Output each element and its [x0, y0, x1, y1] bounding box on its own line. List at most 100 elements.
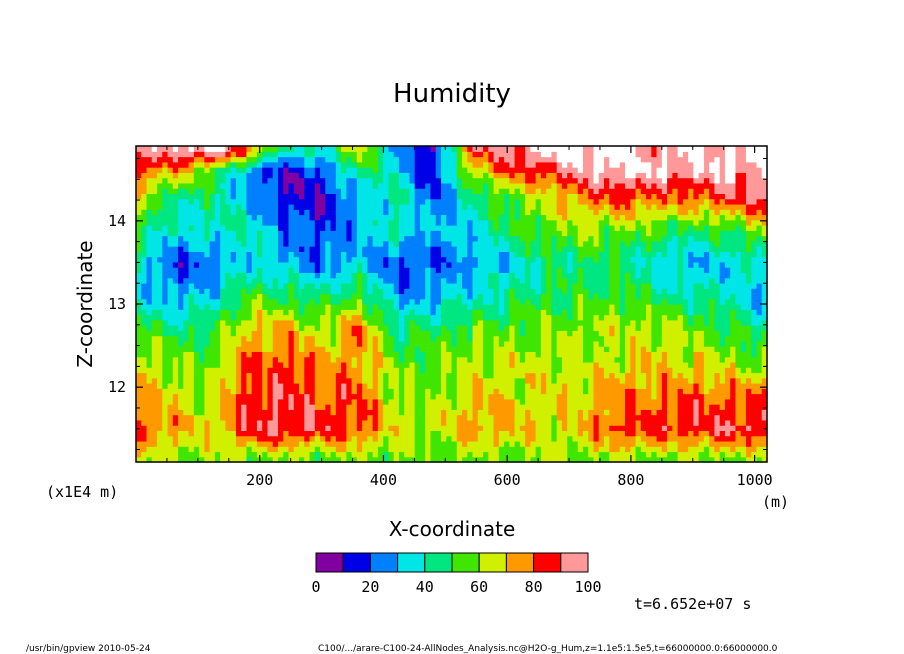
heatmap-cell [756, 409, 763, 416]
heatmap-cell [735, 456, 742, 463]
heatmap-cell [214, 356, 221, 363]
heatmap-cell [440, 261, 447, 268]
heatmap-cell [467, 256, 474, 263]
heatmap-cell [588, 325, 595, 331]
heatmap-cell [235, 330, 242, 337]
heatmap-cell [551, 409, 558, 416]
heatmap-cell [714, 356, 721, 363]
heatmap-cell [619, 404, 626, 410]
heatmap-cell [751, 446, 758, 453]
heatmap-cell [293, 267, 300, 273]
heatmap-cell [751, 293, 758, 300]
heatmap-cell [351, 277, 358, 284]
heatmap-cell [299, 430, 305, 437]
heatmap-cell [414, 435, 421, 442]
heatmap-cell [183, 388, 190, 395]
heatmap-cell [151, 277, 158, 284]
heatmap-cell [656, 288, 663, 295]
heatmap-cell [630, 425, 637, 431]
heatmap-cell [314, 435, 321, 442]
heatmap-cell [335, 304, 342, 310]
heatmap-cell [572, 319, 579, 326]
heatmap-cell [535, 440, 542, 447]
heatmap-cell [698, 346, 705, 352]
heatmap-cell [320, 361, 326, 368]
heatmap-cell [703, 267, 710, 273]
heatmap-cell [714, 409, 721, 416]
heatmap-cell [314, 288, 321, 295]
heatmap-cell [199, 419, 205, 426]
heatmap-cell [446, 404, 453, 410]
heatmap-cell [509, 356, 516, 363]
heatmap-cell [546, 409, 553, 416]
heatmap-cell [514, 419, 521, 426]
heatmap-cell [582, 361, 589, 368]
heatmap-cell [351, 404, 358, 410]
heatmap-cell [162, 298, 169, 305]
heatmap-cell [146, 330, 153, 337]
heatmap-cell [193, 261, 200, 268]
heatmap-cell [367, 393, 374, 400]
heatmap-cell [272, 240, 279, 247]
heatmap-cell [388, 356, 395, 363]
heatmap-cell [709, 288, 716, 295]
heatmap-cell [688, 425, 694, 431]
heatmap-cell [188, 251, 195, 258]
heatmap-cell [582, 425, 589, 431]
heatmap-cell [409, 456, 416, 463]
heatmap-cell [656, 251, 663, 258]
heatmap-cell [398, 372, 405, 379]
heatmap-cell [430, 272, 437, 279]
heatmap-cell [661, 314, 668, 321]
heatmap-cell [493, 425, 500, 431]
heatmap-cell [183, 288, 190, 295]
heatmap-cell [488, 398, 495, 405]
heatmap-cell [272, 340, 279, 347]
heatmap-cell [451, 240, 458, 247]
heatmap-cell [467, 272, 474, 279]
heatmap-cell [709, 414, 716, 421]
heatmap-cell [383, 351, 389, 358]
heatmap-cell [251, 340, 258, 347]
heatmap-cell [567, 409, 574, 416]
heatmap-cell [504, 309, 510, 316]
heatmap-cell [635, 319, 642, 326]
heatmap-cell [341, 393, 347, 400]
heatmap-cell [372, 277, 379, 284]
heatmap-cell [435, 240, 442, 247]
heatmap-cell [761, 261, 768, 268]
heatmap-cell [304, 361, 311, 368]
heatmap-cell [430, 282, 437, 289]
heatmap-cell [246, 435, 253, 442]
heatmap-cell [162, 404, 169, 410]
heatmap-cell [519, 346, 526, 352]
heatmap-cell [272, 361, 279, 368]
heatmap-cell [435, 388, 442, 395]
heatmap-cell [714, 440, 721, 447]
heatmap-cell [493, 356, 500, 363]
heatmap-cell [593, 251, 600, 258]
heatmap-cell [230, 256, 237, 263]
heatmap-cell [251, 372, 258, 379]
heatmap-cell [451, 367, 458, 374]
heatmap-cell [661, 309, 668, 316]
heatmap-cell [656, 440, 663, 447]
heatmap-cell [698, 367, 705, 374]
heatmap-cell [157, 251, 163, 258]
heatmap-cell [598, 277, 605, 284]
heatmap-cell [698, 372, 705, 379]
heatmap-cell [740, 340, 747, 347]
heatmap-cell [172, 377, 179, 384]
heatmap-cell [398, 346, 405, 352]
heatmap-cell [556, 430, 563, 437]
heatmap-cell [435, 425, 442, 431]
heatmap-cell [267, 282, 274, 289]
heatmap-cell [588, 282, 595, 289]
heatmap-cell [493, 340, 500, 347]
heatmap-cell [525, 435, 531, 442]
heatmap-cell [472, 288, 479, 295]
heatmap-cell [703, 298, 710, 305]
heatmap-cell [740, 388, 747, 395]
heatmap-cell [377, 346, 384, 352]
heatmap-cell [293, 282, 300, 289]
